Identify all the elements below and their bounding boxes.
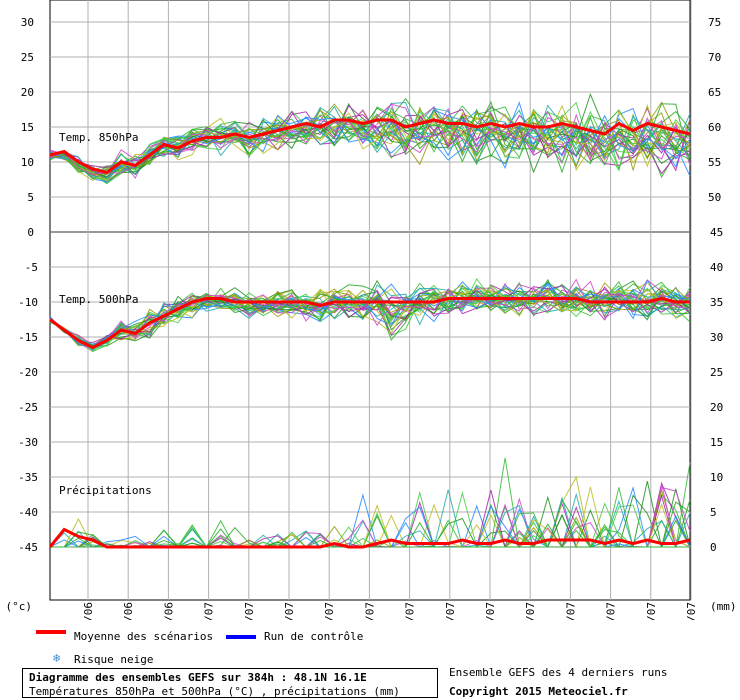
legend-mean-swatch bbox=[36, 630, 66, 634]
y-tick-label-left: 15 bbox=[21, 121, 34, 134]
x-tick-label: 28/06 bbox=[82, 602, 95, 620]
ensemble-member-line bbox=[49, 105, 691, 175]
legend-mean-label: Moyenne des scénarios bbox=[74, 630, 214, 643]
y-tick-label-right: 30 bbox=[710, 331, 723, 344]
legend-control-swatch bbox=[226, 635, 256, 639]
y-tick-label-left: 30 bbox=[21, 16, 34, 29]
y-tick-label-right: 75 bbox=[708, 16, 721, 29]
ensemble-member-line bbox=[49, 101, 691, 179]
y-tick-label-right: 70 bbox=[708, 51, 721, 64]
diagram-subtitle: Températures 850hPa et 500hPa (°C) , pré… bbox=[29, 685, 400, 698]
y-tick-label-left: -45 bbox=[18, 541, 38, 554]
y-tick-label-right: 15 bbox=[710, 436, 723, 449]
y-tick-label-right: 60 bbox=[708, 121, 721, 134]
plot-frame bbox=[49, 0, 691, 601]
snowflake-icon: ❄ bbox=[53, 651, 61, 665]
y-tick-label-left: 20 bbox=[21, 86, 34, 99]
y-tick-label-left: -40 bbox=[18, 506, 38, 519]
x-tick-label: 09/07 bbox=[524, 602, 537, 620]
y-tick-label-left: 25 bbox=[21, 51, 34, 64]
mean-line bbox=[49, 118, 691, 175]
x-tick-label: 06/07 bbox=[404, 602, 417, 620]
gefs-ensemble-chart: 28/06 29/06 30/06 01/07 02/07 03/07 04/07 05/07… bbox=[6, 0, 737, 635]
x-tick-label: 01/07 bbox=[203, 602, 216, 620]
x-tick-label: 05/07 bbox=[363, 602, 376, 620]
y-tick-label-left: -25 bbox=[18, 401, 38, 414]
chart-canvas: 28/06 29/06 30/06 01/07 02/07 03/07 04/07 05/07… bbox=[6, 0, 737, 635]
y-tick-label-right: 25 bbox=[710, 366, 723, 379]
y-tick-label-right: 35 bbox=[710, 296, 723, 309]
x-tick-label: 11/07 bbox=[605, 602, 618, 620]
x-tick-label: 04/07 bbox=[323, 602, 336, 620]
y-tick-label-left: -15 bbox=[18, 331, 38, 344]
y-tick-label-right: 10 bbox=[710, 471, 723, 484]
diagram-title: Diagramme des ensembles GEFS sur 384h : … bbox=[29, 671, 367, 684]
x-tick-label: 02/07 bbox=[243, 602, 256, 620]
info-box: Diagramme des ensembles GEFS sur 384h : … bbox=[22, 668, 438, 698]
copyright: Copyright 2015 Meteociel.fr bbox=[449, 685, 628, 698]
y-tick-label-right: 65 bbox=[708, 86, 721, 99]
x-tick-label: 03/07 bbox=[283, 602, 296, 620]
mean-line bbox=[48, 527, 691, 549]
y-tick-label-right: 0 bbox=[710, 541, 717, 554]
y-tick-label-left: -10 bbox=[18, 296, 38, 309]
y-tick-label-left: -20 bbox=[18, 366, 38, 379]
y-tick-label-left: 10 bbox=[21, 156, 34, 169]
y-tick-label-right: 40 bbox=[710, 261, 723, 274]
ensemble-member-line bbox=[49, 109, 691, 174]
y-tick-label-right: 55 bbox=[708, 156, 721, 169]
mean-line bbox=[49, 296, 690, 350]
panel-label-500: Temp. 500hPa bbox=[59, 293, 138, 306]
y-tick-label-left: -35 bbox=[18, 471, 38, 484]
y-tick-label-right: 45 bbox=[710, 226, 723, 239]
panel-label-precip: Précipitations bbox=[59, 484, 152, 497]
legend-control-label: Run de contrôle bbox=[264, 630, 364, 643]
x-tick-label: 10/07 bbox=[564, 602, 577, 620]
panel-label-850: Temp. 850hPa bbox=[59, 131, 138, 144]
y-tick-label-right: 5 bbox=[710, 506, 717, 519]
legend-snow-label: Risque neige bbox=[74, 653, 154, 666]
x-tick-label: 30/06 bbox=[162, 602, 175, 620]
x-tick-label: 29/06 bbox=[122, 602, 135, 620]
left-unit-label: (°c) bbox=[6, 600, 33, 613]
x-tick-label: 08/07 bbox=[484, 602, 497, 620]
y-tick-label-right: 20 bbox=[710, 401, 723, 414]
x-tick-label: 07/07 bbox=[444, 602, 457, 620]
x-tick-label: 12/07 bbox=[645, 602, 658, 620]
y-tick-label-left: 0 bbox=[27, 226, 34, 239]
right-unit-label: (mm) bbox=[710, 600, 737, 613]
y-tick-label-left: -30 bbox=[18, 436, 38, 449]
x-tick-label: 13/07 bbox=[685, 602, 698, 620]
ensemble-note: Ensemble GEFS des 4 derniers runs bbox=[449, 666, 668, 679]
y-tick-label-right: 50 bbox=[708, 191, 721, 204]
y-tick-label-left: 5 bbox=[27, 191, 34, 204]
y-tick-label-left: -5 bbox=[25, 261, 38, 274]
